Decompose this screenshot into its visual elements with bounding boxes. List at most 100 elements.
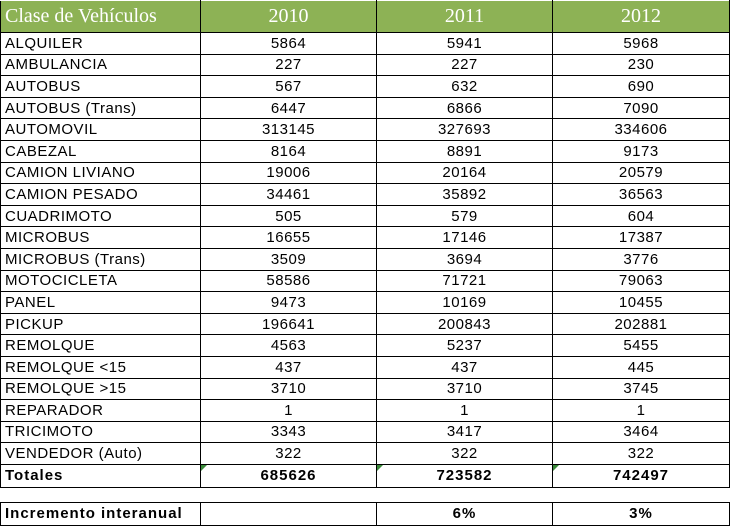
data-row: CAMION LIVIANO 19006 20164 20579 <box>0 161 730 185</box>
count-cell: 1 <box>200 399 377 422</box>
vehicle-class: REMOLQUE <15 <box>0 355 201 379</box>
header-cell: Clase de Vehículos <box>0 0 201 33</box>
count-cell: 579 <box>376 204 553 228</box>
count-cell: 196641 <box>200 312 377 336</box>
data-row: REMOLQUE >15 3710 3710 3745 <box>0 377 730 401</box>
increment-value: 3% <box>552 501 730 526</box>
count-cell: 227 <box>376 53 553 77</box>
count-cell: 4563 <box>200 334 377 357</box>
totals-value: 685626 <box>200 463 377 488</box>
header-year: 2010 <box>200 0 377 33</box>
totals-label: Totales <box>0 463 201 488</box>
header-year: 2011 <box>376 0 553 33</box>
data-row: AMBULANCIA 227 227 230 <box>0 53 730 77</box>
vehicle-class: REMOLQUE >15 <box>0 377 201 401</box>
vehicle-class: REPARADOR <box>0 399 201 422</box>
vehicle-class: AUTOBUS (Trans) <box>0 96 201 120</box>
data-row: CAMION PESADO 34461 35892 36563 <box>0 183 730 206</box>
vehicle-class: CABEZAL <box>0 139 201 163</box>
count-cell: 6866 <box>376 96 553 120</box>
count-cell: 3776 <box>552 247 730 271</box>
totals-value: 723582 <box>376 463 553 488</box>
data-row: AUTOBUS (Trans) 6447 6866 7090 <box>0 96 730 120</box>
data-row: MICROBUS (Trans) 3509 3694 3776 <box>0 247 730 271</box>
count-cell: 10455 <box>552 291 730 314</box>
count-cell: 327693 <box>376 118 553 141</box>
count-cell: 5968 <box>552 32 730 55</box>
totals-value: 742497 <box>552 463 730 488</box>
count-cell: 7090 <box>552 96 730 120</box>
count-cell: 58586 <box>200 269 377 293</box>
count-cell: 71721 <box>376 269 553 293</box>
count-cell: 437 <box>376 355 553 379</box>
data-row: CUADRIMOTO 505 579 604 <box>0 204 730 228</box>
vehicle-class: REMOLQUE <box>0 334 201 357</box>
count-cell: 5864 <box>200 32 377 55</box>
data-row: MOTOCICLETA 58586 71721 79063 <box>0 269 730 293</box>
count-cell: 230 <box>552 53 730 77</box>
vehicle-table: Clase de Vehículos 2010 2011 2012 ALQUILER 58… <box>0 0 730 488</box>
count-cell: 202881 <box>552 312 730 336</box>
count-cell: 20579 <box>552 161 730 185</box>
count-cell: 200843 <box>376 312 553 336</box>
count-cell: 8164 <box>200 139 377 163</box>
data-row: AUTOBUS 567 632 690 <box>0 75 730 98</box>
count-cell: 10169 <box>376 291 553 314</box>
vehicle-class: MICROBUS <box>0 226 201 249</box>
vehicle-class: CAMION PESADO <box>0 183 201 206</box>
count-cell: 322 <box>552 442 730 465</box>
data-row: VENDEDOR (Auto) 322 322 322 <box>0 442 730 465</box>
data-row: REMOLQUE 4563 5237 5455 <box>0 334 730 357</box>
count-cell: 3710 <box>200 377 377 401</box>
count-cell: 3694 <box>376 247 553 271</box>
count-cell: 567 <box>200 75 377 98</box>
count-cell: 227 <box>200 53 377 77</box>
vehicle-class: AMBULANCIA <box>0 53 201 77</box>
count-cell: 8891 <box>376 139 553 163</box>
count-cell: 17146 <box>376 226 553 249</box>
header-year: 2012 <box>552 0 730 33</box>
count-cell: 3343 <box>200 420 377 444</box>
count-cell: 322 <box>376 442 553 465</box>
vehicle-class: CAMION LIVIANO <box>0 161 201 185</box>
count-cell: 3509 <box>200 247 377 271</box>
count-cell: 6447 <box>200 96 377 120</box>
data-row: ALQUILER 5864 5941 5968 <box>0 32 730 55</box>
count-cell: 313145 <box>200 118 377 141</box>
count-cell: 16655 <box>200 226 377 249</box>
vehicle-class: MOTOCICLETA <box>0 269 201 293</box>
count-cell: 505 <box>200 204 377 228</box>
vehicle-class: PANEL <box>0 291 201 314</box>
increment-label: Incremento interanual <box>0 501 201 526</box>
data-row: TRICIMOTO 3343 3417 3464 <box>0 420 730 444</box>
count-cell: 79063 <box>552 269 730 293</box>
count-cell: 9473 <box>200 291 377 314</box>
data-row: PICKUP 196641 200843 202881 <box>0 312 730 336</box>
count-cell: 3710 <box>376 377 553 401</box>
vehicle-class: AUTOMOVIL <box>0 118 201 141</box>
data-row: AUTOMOVIL 313145 327693 334606 <box>0 118 730 141</box>
vehicle-class: PICKUP <box>0 312 201 336</box>
count-cell: 9173 <box>552 139 730 163</box>
data-row: REMOLQUE <15 437 437 445 <box>0 355 730 379</box>
vehicle-class: VENDEDOR (Auto) <box>0 442 201 465</box>
count-cell: 3464 <box>552 420 730 444</box>
vehicle-class: MICROBUS (Trans) <box>0 247 201 271</box>
increment-row: Incremento interanual 6% 3% <box>0 501 730 526</box>
count-cell: 5941 <box>376 32 553 55</box>
count-cell: 445 <box>552 355 730 379</box>
count-cell: 36563 <box>552 183 730 206</box>
count-cell: 5455 <box>552 334 730 357</box>
data-row: PANEL 9473 10169 10455 <box>0 291 730 314</box>
increment-value: 6% <box>376 501 553 526</box>
vehicle-class: ALQUILER <box>0 32 201 55</box>
count-cell: 690 <box>552 75 730 98</box>
totals-row: Totales 685626 723582 742497 <box>0 463 730 488</box>
count-cell: 632 <box>376 75 553 98</box>
count-cell: 5237 <box>376 334 553 357</box>
increment-table: Incremento interanual 6% 3% <box>0 501 730 526</box>
count-cell: 3745 <box>552 377 730 401</box>
count-cell: 19006 <box>200 161 377 185</box>
data-row: MICROBUS 16655 17146 17387 <box>0 226 730 249</box>
